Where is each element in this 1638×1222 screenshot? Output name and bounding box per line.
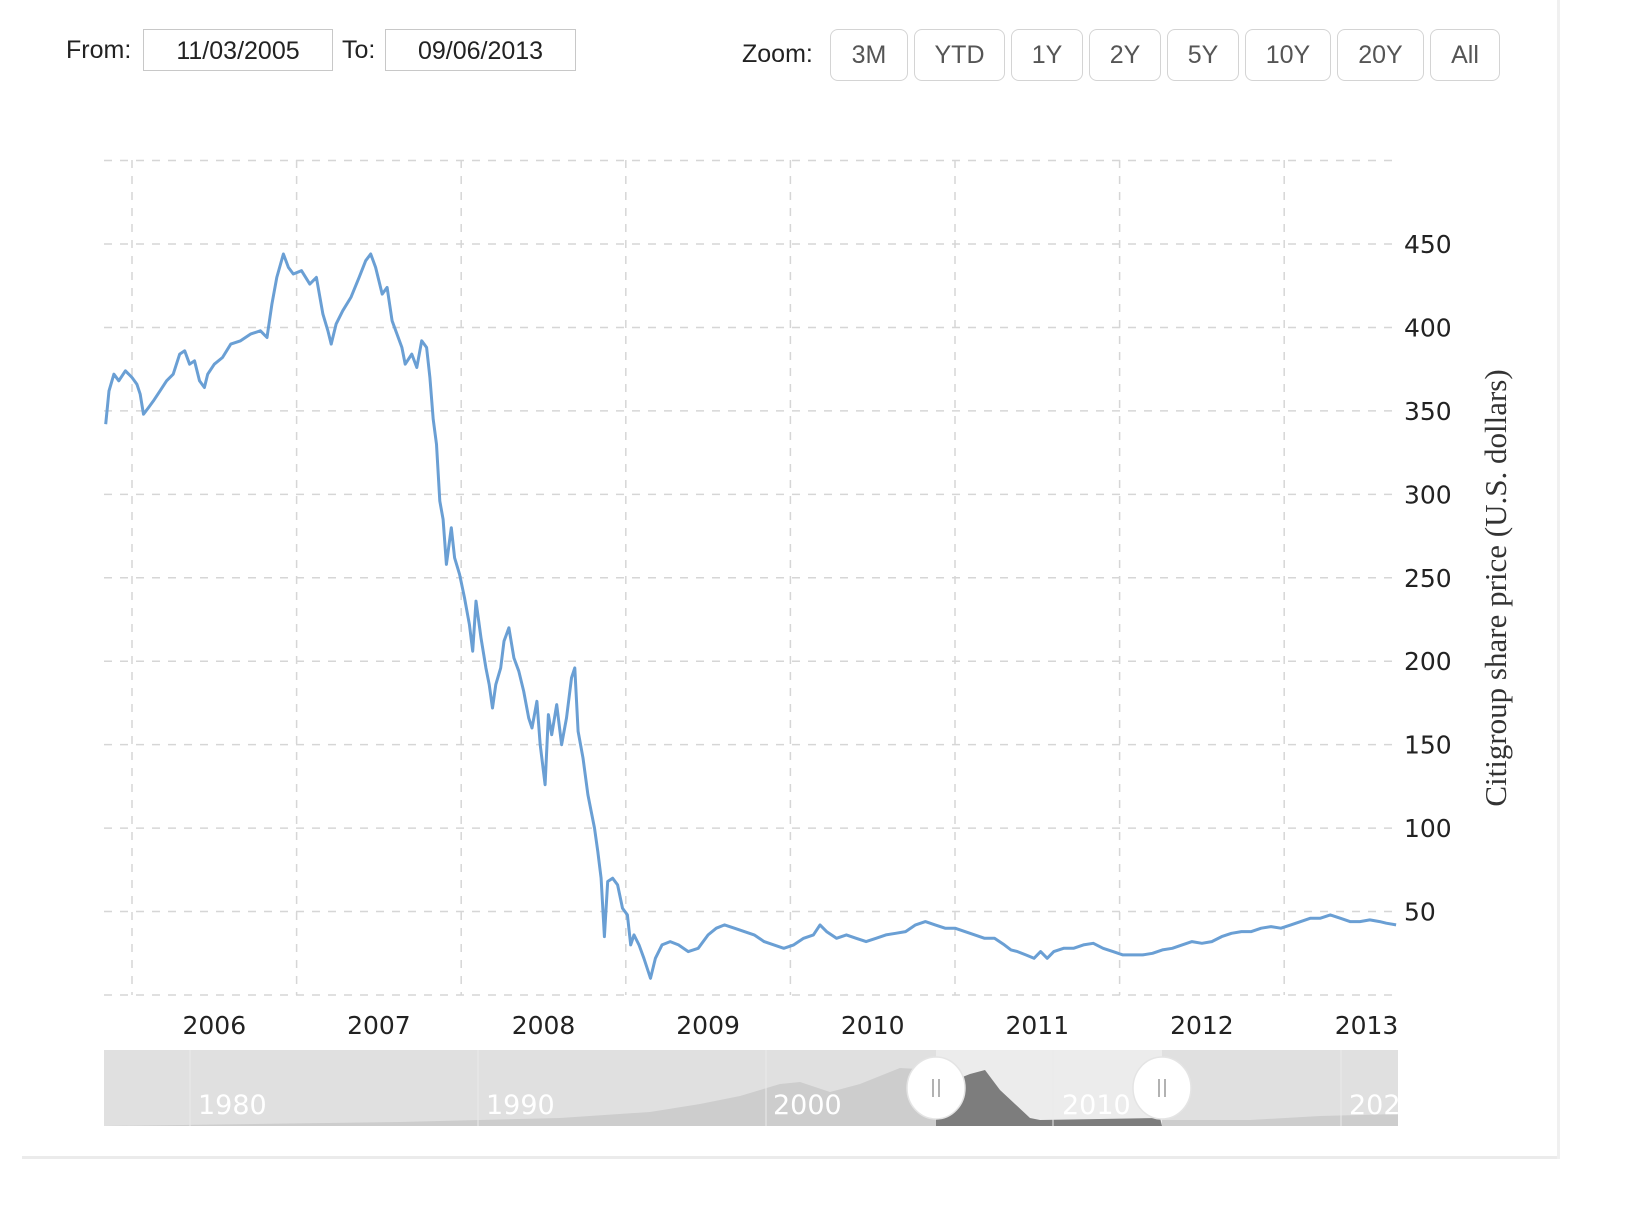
navigator-area [104, 1068, 936, 1126]
y-tick-label: 200 [1404, 647, 1452, 676]
x-axis-ticks: 2006 2007 2008 2009 2010 2011 2012 2013 [182, 1011, 1398, 1040]
range-selector: From: 11/03/2005 To: 09/06/2013 Zoom: 3M… [0, 0, 1638, 110]
x-tick-label: 2011 [1005, 1011, 1069, 1040]
from-label: From: [66, 36, 132, 64]
x-tick-label: 2007 [347, 1011, 411, 1040]
y-tick-label: 250 [1404, 564, 1452, 593]
navigator-label-1990: 1990 [486, 1090, 555, 1121]
y-tick-label: 400 [1404, 313, 1452, 342]
from-date-input[interactable]: 11/03/2005 [143, 29, 333, 71]
navigator-label-2010: 2010 [1062, 1090, 1131, 1121]
zoom-1y-button[interactable]: 1Y [1011, 29, 1083, 81]
x-tick-label: 2008 [512, 1011, 576, 1040]
y-tick-label: 350 [1404, 397, 1452, 426]
to-label: To: [342, 36, 376, 64]
drag-handle-icon [1158, 1079, 1166, 1097]
zoom-10y-button[interactable]: 10Y [1245, 29, 1331, 81]
zoom-3m-button[interactable]: 3M [830, 29, 908, 81]
zoom-2y-button[interactable]: 2Y [1089, 29, 1161, 81]
navigator-selected-area [936, 1070, 1162, 1126]
drag-handle-icon [932, 1079, 940, 1097]
price-line [104, 252, 1397, 980]
x-tick-label: 2012 [1170, 1011, 1234, 1040]
x-tick-label: 2006 [182, 1011, 246, 1040]
navigator-label-2000: 2000 [773, 1090, 842, 1121]
y-tick-label: 50 [1404, 898, 1436, 927]
navigator-gridlines [189, 1050, 1342, 1126]
right-divider [1557, 0, 1560, 1159]
navigator[interactable]: 1980 1990 2000 2010 202 [104, 1050, 1401, 1126]
y-axis-ticks: 50 100 150 200 250 300 350 400 450 [1404, 230, 1452, 927]
zoom-label: Zoom: [742, 40, 813, 68]
y-tick-label: 450 [1404, 230, 1452, 259]
x-tick-label: 2013 [1335, 1011, 1399, 1040]
navigator-label-2020: 202 [1349, 1090, 1401, 1121]
navigator-left-handle[interactable] [906, 1056, 966, 1120]
to-date-input[interactable]: 09/06/2013 [385, 29, 576, 71]
y-tick-label: 300 [1404, 480, 1452, 509]
x-tick-label: 2010 [841, 1011, 905, 1040]
zoom-ytd-button[interactable]: YTD [914, 29, 1005, 81]
chart-gridlines [104, 159, 1398, 996]
zoom-20y-button[interactable]: 20Y [1337, 29, 1424, 81]
navigator-right-handle[interactable] [1132, 1056, 1192, 1120]
navigator-area-right [1162, 1114, 1398, 1126]
x-tick-label: 2009 [676, 1011, 740, 1040]
zoom-all-button[interactable]: All [1430, 29, 1500, 81]
y-tick-label: 150 [1404, 731, 1452, 760]
y-tick-label: 100 [1404, 814, 1452, 843]
y-axis-title: Citigroup share price (U.S. dollars) [1478, 369, 1513, 806]
bottom-divider [22, 1156, 1560, 1159]
navigator-label-1980: 1980 [198, 1090, 267, 1121]
zoom-5y-button[interactable]: 5Y [1167, 29, 1239, 81]
